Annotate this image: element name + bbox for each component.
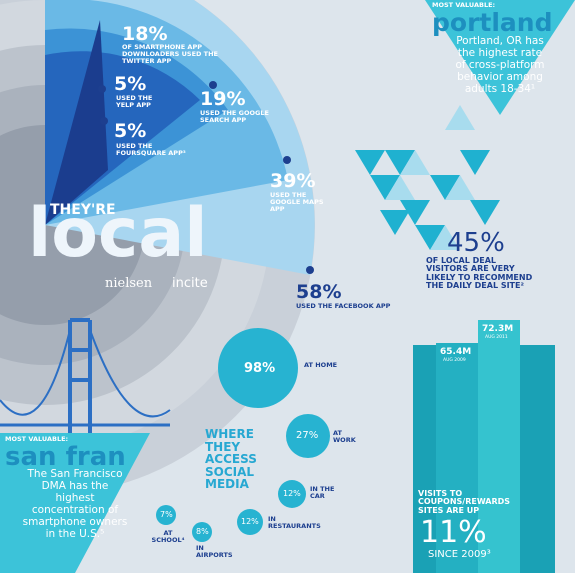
- app-value: 5%: [114, 120, 147, 142]
- title: local: [28, 194, 208, 273]
- place-value: 7%: [160, 510, 173, 519]
- app-value: 58%: [296, 281, 342, 303]
- bar-date: AUG 2009: [443, 358, 466, 363]
- place-label: IN THE CAR: [310, 485, 335, 500]
- app-label: USED THE GOOGLE SEARCH APP: [200, 109, 269, 124]
- bar-2009: [436, 343, 478, 573]
- bar-value: 65.4M: [440, 347, 472, 357]
- place-value: 98%: [244, 361, 276, 376]
- kicker: THEY'RE: [50, 202, 116, 218]
- place-value: 27%: [296, 430, 319, 441]
- place-value: 12%: [283, 489, 301, 498]
- portland-text: Portland, OR has the highest rate of cro…: [455, 35, 545, 96]
- coupon-since: SINCE 2009³: [428, 549, 491, 560]
- place-label: AT SCHOOL⁴: [151, 529, 185, 544]
- dots: [98, 81, 314, 274]
- bridge: [0, 318, 171, 440]
- app-label: USED THE FACEBOOK APP: [296, 302, 391, 310]
- place-label: AT WORK: [333, 429, 356, 444]
- coupon-text: VISITS TO COUPONS/REWARDS SITES ARE UP: [418, 489, 511, 515]
- place-label: AT HOME: [304, 361, 338, 369]
- bar-value: 72.3M: [482, 324, 514, 334]
- kicker: MOST VALUABLE:: [5, 435, 69, 443]
- app-value: 39%: [270, 170, 316, 192]
- deal-value: 45%: [447, 228, 505, 258]
- brand: incite: [172, 276, 208, 291]
- app-label: USED THE YELP APP: [116, 94, 153, 109]
- brand: nielsen: [105, 276, 153, 291]
- kicker: MOST VALUABLE:: [432, 1, 496, 9]
- portland-triangle: [425, 0, 575, 115]
- app-value: 19%: [200, 88, 246, 110]
- coupon-value: 11%: [420, 515, 487, 550]
- place-value: 8%: [196, 527, 209, 536]
- place-value: 12%: [241, 517, 259, 526]
- bar-date: AUG 2011: [485, 335, 508, 340]
- rings: [0, 0, 315, 495]
- place-label: IN RESTAURANTS: [268, 515, 321, 530]
- place-label: IN AIRPORTS: [196, 544, 233, 559]
- deal-text: OF LOCAL DEAL VISITORS ARE VERY LIKELY T…: [426, 256, 533, 291]
- sanfran-triangle: [0, 433, 150, 573]
- sanfran-text: The San Francisco DMA has the highest co…: [22, 468, 128, 541]
- social-title: WHERE THEY ACCESS SOCIAL MEDIA: [205, 427, 257, 492]
- app-value: 18%: [122, 23, 168, 45]
- app-label: USED THE FOURSQUARE APP³: [116, 142, 186, 157]
- bubbles: [156, 328, 330, 542]
- app-label: USED THE GOOGLE MAPS APP: [270, 191, 324, 213]
- triangle-mosaic: [355, 105, 500, 250]
- app-value: 5%: [114, 73, 147, 95]
- city: portland: [432, 8, 553, 37]
- app-label: OF SMARTPHONE APP DOWNLOADERS USED THE T…: [122, 43, 218, 65]
- bar-2011: [478, 320, 520, 573]
- city: san fran: [5, 442, 126, 472]
